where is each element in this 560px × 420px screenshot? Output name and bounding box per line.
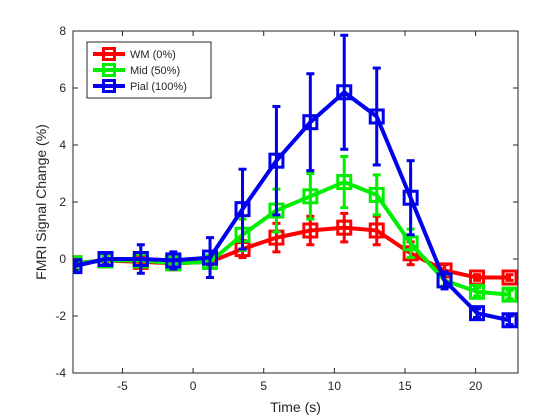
x-axis-label: Time (s) xyxy=(270,399,321,415)
x-tick-label: 0 xyxy=(190,379,197,393)
data-point xyxy=(336,174,353,191)
legend: WM (0%) Mid (50%) Pial (100%) xyxy=(86,41,212,99)
series-2 xyxy=(73,33,518,329)
y-axis-label: FMRI Signal Change (%) xyxy=(33,124,49,280)
y-tick-label: -4 xyxy=(55,366,66,380)
data-point xyxy=(302,188,319,205)
y-tick-label: -2 xyxy=(55,309,66,323)
data-point xyxy=(336,84,353,101)
y-tick-label: 2 xyxy=(59,195,66,209)
data-point xyxy=(202,249,219,266)
data-point xyxy=(336,219,353,236)
data-point xyxy=(132,251,149,267)
y-tick-label: 4 xyxy=(59,138,66,152)
legend-entry: Pial (100%) xyxy=(93,79,187,93)
data-point xyxy=(368,108,385,125)
x-tick-label: 15 xyxy=(398,379,412,393)
data-point xyxy=(268,152,285,169)
legend-marker xyxy=(102,47,116,61)
data-point xyxy=(469,283,486,300)
legend-marker xyxy=(102,63,116,77)
y-tick-label: 0 xyxy=(59,252,66,266)
data-point xyxy=(501,269,518,286)
data-point xyxy=(302,222,319,239)
legend-label: Mid (50%) xyxy=(130,65,180,77)
x-tick-label: -5 xyxy=(117,379,128,393)
data-point xyxy=(501,312,518,329)
data-point xyxy=(368,186,385,203)
x-tick-label: 10 xyxy=(328,379,342,393)
data-point xyxy=(402,235,419,252)
legend-entry: WM (0%) xyxy=(93,47,176,61)
x-tick-label: 20 xyxy=(469,379,483,393)
data-point xyxy=(436,272,453,289)
data-point xyxy=(73,258,83,275)
data-point xyxy=(469,305,486,322)
data-point xyxy=(165,252,182,269)
legend-marker xyxy=(102,79,116,93)
data-point xyxy=(501,286,518,303)
data-point xyxy=(234,201,251,218)
x-tick-label: 5 xyxy=(260,379,267,393)
data-point xyxy=(302,114,319,131)
legend-label: WM (0%) xyxy=(130,49,176,61)
legend-entry: Mid (50%) xyxy=(93,63,180,77)
series-layer xyxy=(73,33,518,329)
ticks-layer: -5 0 5 10 15 20 -4 -2 0 2 4 6 8 xyxy=(55,24,518,393)
data-point xyxy=(97,251,114,267)
y-tick-label: 6 xyxy=(59,81,66,95)
data-point xyxy=(402,189,419,206)
legend-label: Pial (100%) xyxy=(130,81,187,93)
y-tick-label: 8 xyxy=(59,24,66,38)
series-1 xyxy=(73,154,518,303)
data-point xyxy=(368,222,385,239)
